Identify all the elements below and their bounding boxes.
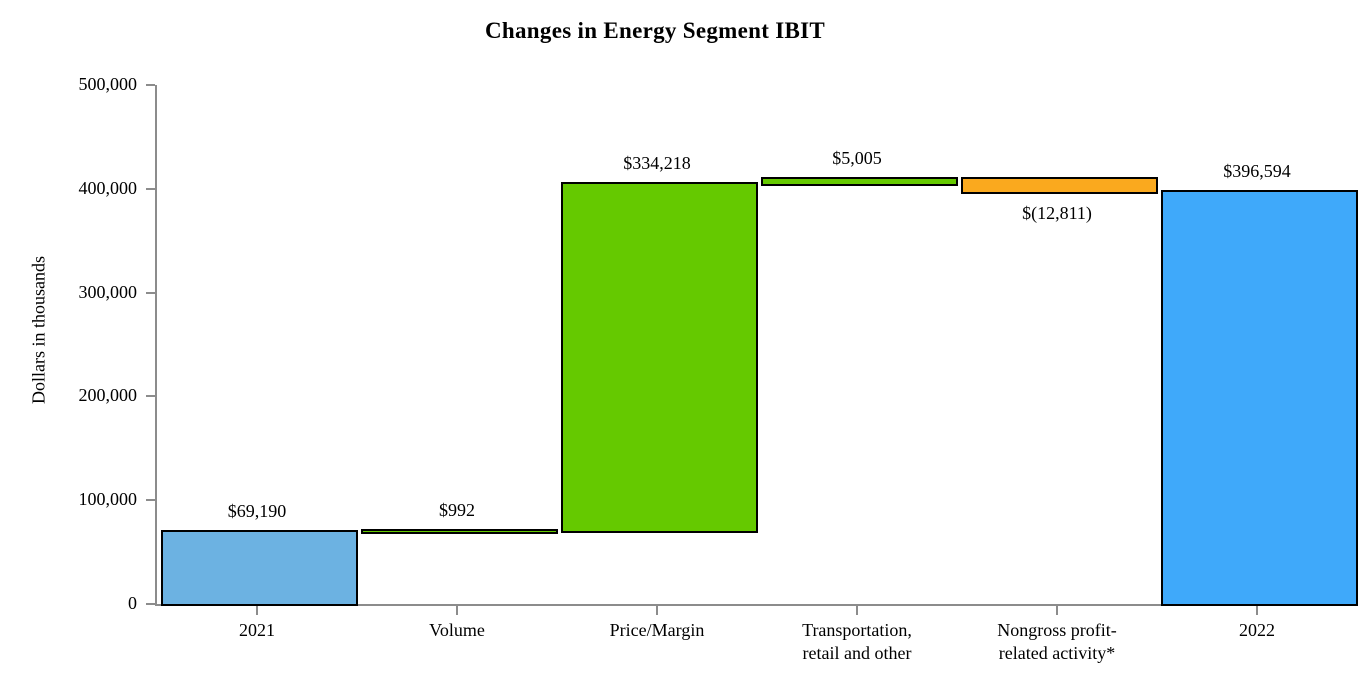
- bar-value-label: $5,005: [832, 148, 882, 169]
- x-axis-tick: [856, 606, 858, 615]
- chart-title: Changes in Energy Segment IBIT: [485, 18, 825, 43]
- y-axis-tick: [146, 187, 155, 190]
- y-axis-tick-label: 300,000: [78, 281, 138, 302]
- waterfall-bar-2: [360, 529, 558, 535]
- x-axis-category-label: Price/Margin: [609, 620, 705, 640]
- waterfall-bar-6: [1160, 190, 1358, 606]
- y-axis-tick-label: 500,000: [78, 74, 138, 94]
- bar-value-label: $992: [439, 500, 475, 521]
- x-axis-category-label: 2021: [239, 620, 275, 640]
- bar-value-label: $(12,811): [1022, 203, 1092, 224]
- y-axis-title: Dollars in thousands: [28, 256, 49, 404]
- waterfall-bar-4: [760, 177, 958, 187]
- x-axis-category-label: Transportation, retail and other: [802, 620, 912, 664]
- y-axis-tick-label: 400,000: [78, 177, 138, 198]
- x-axis-tick: [256, 606, 258, 615]
- y-axis-tick: [146, 84, 155, 86]
- y-axis-tick-label: 100,000: [78, 489, 138, 510]
- x-axis-tick: [1256, 606, 1258, 615]
- y-axis-tick: [146, 395, 155, 398]
- waterfall-bar-1: [160, 530, 358, 606]
- bar-value-label: $396,594: [1223, 161, 1291, 182]
- y-axis-tick-label: 0: [128, 593, 137, 613]
- y-axis-tick: [146, 291, 155, 294]
- waterfall-bar-5: [960, 177, 1158, 195]
- y-axis-tick: [146, 499, 155, 502]
- waterfall-bar-3: [560, 182, 758, 534]
- bar-value-label: $334,218: [623, 153, 691, 174]
- x-axis-category-label: 2022: [1239, 620, 1275, 640]
- bar-value-label: $69,190: [227, 501, 287, 522]
- x-axis-tick: [1056, 606, 1058, 615]
- plot-area: 0 100,000 200,000 300,000 400,000 500,000 $69,…: [79, 74, 1358, 663]
- x-axis-tick: [456, 606, 458, 615]
- x-axis-category-label: Volume: [429, 620, 485, 640]
- y-axis-tick: [146, 603, 155, 605]
- x-axis-tick: [656, 606, 658, 615]
- x-axis-category-label: Nongross profit- related activity*: [997, 620, 1117, 664]
- y-axis-tick-label: 200,000: [78, 385, 138, 406]
